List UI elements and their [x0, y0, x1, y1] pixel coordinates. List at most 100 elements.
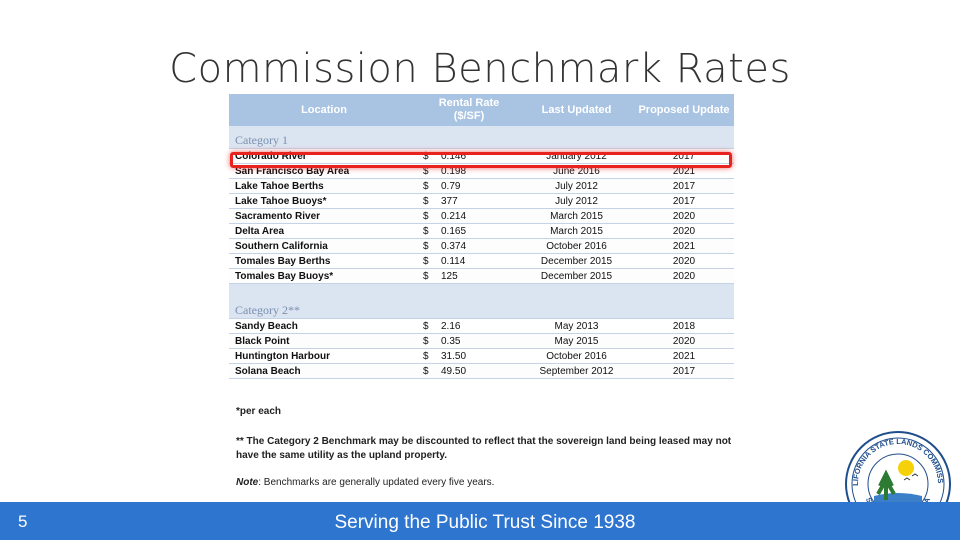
row-rate: 0.35: [439, 333, 519, 349]
row-proposed: 2021: [634, 348, 734, 364]
footer-slogan: Serving the Public Trust Since 1938: [334, 512, 636, 533]
row-last-updated: October 2016: [519, 238, 634, 254]
row-last-updated: September 2012: [519, 363, 634, 379]
row-rate: 377: [439, 193, 519, 209]
row-location: Tomales Bay Buoys*: [229, 268, 419, 284]
row-proposed: 2018: [634, 318, 734, 334]
header-proposed-update: Proposed Update: [634, 94, 734, 126]
row-last-updated: March 2015: [519, 223, 634, 239]
row-location: Colorado River: [229, 148, 419, 164]
row-last-updated: July 2012: [519, 193, 634, 209]
sun-icon: [898, 460, 914, 476]
row-proposed: 2017: [634, 148, 734, 164]
footer-bar: 5 Serving the Public Trust Since 1938: [0, 502, 960, 540]
row-proposed: 2021: [634, 238, 734, 254]
row-last-updated: June 2016: [519, 163, 634, 179]
table-row: Sandy Beach $2.16 May 2013 2018: [229, 318, 734, 334]
benchmark-table-container: Location Rental Rate ($/SF) Last Updated…: [229, 94, 734, 379]
row-currency: $: [419, 268, 439, 284]
row-proposed: 2017: [634, 363, 734, 379]
page-number: 5: [18, 512, 28, 531]
table-row: Colorado River $0.146 January 2012 2017: [229, 148, 734, 164]
row-last-updated: July 2012: [519, 178, 634, 194]
row-currency: $: [419, 208, 439, 224]
table-row: Black Point $0.35 May 2015 2020: [229, 333, 734, 349]
row-last-updated: January 2012: [519, 148, 634, 164]
row-rate: 0.198: [439, 163, 519, 179]
row-last-updated: May 2015: [519, 333, 634, 349]
row-location: Huntington Harbour: [229, 348, 419, 364]
footnote-note: Note: Benchmarks are generally updated e…: [236, 477, 494, 488]
row-location: Sandy Beach: [229, 318, 419, 334]
row-rate: 0.146: [439, 148, 519, 164]
row-location: Southern California: [229, 238, 419, 254]
row-currency: $: [419, 333, 439, 349]
row-last-updated: May 2013: [519, 318, 634, 334]
row-currency: $: [419, 178, 439, 194]
benchmark-rates-table: Location Rental Rate ($/SF) Last Updated…: [229, 94, 734, 379]
table-row: Tomales Bay Buoys* $125 December 2015 2020: [229, 268, 734, 284]
header-rental-rate: Rental Rate ($/SF): [419, 94, 519, 126]
row-proposed: 2017: [634, 178, 734, 194]
row-rate: 0.165: [439, 223, 519, 239]
row-rate: 125: [439, 268, 519, 284]
row-location: Tomales Bay Berths: [229, 253, 419, 269]
row-currency: $: [419, 318, 439, 334]
row-rate: 31.50: [439, 348, 519, 364]
row-location: Lake Tahoe Berths: [229, 178, 419, 194]
header-rate-line1: Rental Rate: [438, 97, 500, 109]
table-row: Tomales Bay Berths $0.114 December 2015 202…: [229, 253, 734, 269]
table-header-row: Location Rental Rate ($/SF) Last Updated…: [229, 94, 734, 126]
row-currency: $: [419, 223, 439, 239]
row-rate: 0.79: [439, 178, 519, 194]
table-row: Huntington Harbour $31.50 October 2016 2021: [229, 348, 734, 364]
category-2-row: Category 2**: [229, 296, 734, 319]
table-body: Category 1 Colorado River $0.146 January 2…: [229, 126, 734, 379]
note-text: : Benchmarks are generally updated every…: [258, 477, 495, 488]
row-last-updated: March 2015: [519, 208, 634, 224]
row-rate: 49.50: [439, 363, 519, 379]
row-proposed: 2021: [634, 163, 734, 179]
row-proposed: 2017: [634, 193, 734, 209]
row-currency: $: [419, 363, 439, 379]
row-currency: $: [419, 348, 439, 364]
table-row: San Francisco Bay Area $0.198 June 2016 202…: [229, 163, 734, 179]
row-rate: 0.374: [439, 238, 519, 254]
header-location: Location: [229, 94, 419, 126]
row-last-updated: December 2015: [519, 268, 634, 284]
table-row: Sacramento River $0.214 March 2015 2020: [229, 208, 734, 224]
footnote-category2: ** The Category 2 Benchmark may be disco…: [236, 436, 732, 461]
row-rate: 0.114: [439, 253, 519, 269]
row-location: Delta Area: [229, 223, 419, 239]
table-spacer-row: [229, 283, 734, 296]
header-rate-line2: ($/SF): [453, 110, 485, 122]
row-rate: 2.16: [439, 318, 519, 334]
row-proposed: 2020: [634, 208, 734, 224]
row-proposed: 2020: [634, 268, 734, 284]
table-row: Solana Beach $49.50 September 2012 2017: [229, 363, 734, 379]
row-rate: 0.214: [439, 208, 519, 224]
tree-icon: [876, 469, 896, 500]
category-2-label: Category 2**: [229, 296, 734, 319]
table-row: Southern California $0.374 October 2016 202…: [229, 238, 734, 254]
row-currency: $: [419, 238, 439, 254]
footnote-per-each: *per each: [236, 406, 282, 417]
table-row: Delta Area $0.165 March 2015 2020: [229, 223, 734, 239]
row-last-updated: December 2015: [519, 253, 634, 269]
row-location: San Francisco Bay Area: [229, 163, 419, 179]
category-1-label: Category 1: [229, 126, 734, 149]
header-last-updated: Last Updated: [519, 94, 634, 126]
table-row: Lake Tahoe Buoys* $377 July 2012 2017: [229, 193, 734, 209]
row-proposed: 2020: [634, 333, 734, 349]
note-label: Note: [236, 477, 259, 488]
row-location: Sacramento River: [229, 208, 419, 224]
row-location: Lake Tahoe Buoys*: [229, 193, 419, 209]
category-1-row: Category 1: [229, 126, 734, 149]
row-location: Solana Beach: [229, 363, 419, 379]
row-proposed: 2020: [634, 223, 734, 239]
row-currency: $: [419, 193, 439, 209]
row-currency: $: [419, 163, 439, 179]
row-currency: $: [419, 148, 439, 164]
row-currency: $: [419, 253, 439, 269]
slide-title: Commission Benchmark Rates: [169, 46, 791, 92]
